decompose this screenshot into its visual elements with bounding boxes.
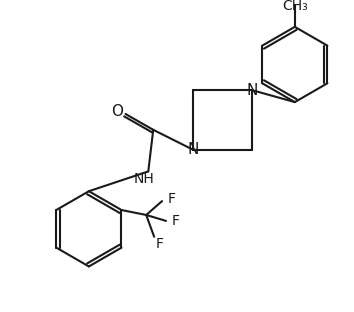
Text: O: O	[112, 104, 124, 119]
Text: F: F	[168, 192, 176, 206]
Text: N: N	[187, 142, 199, 157]
Text: NH: NH	[134, 172, 155, 186]
Text: N: N	[247, 83, 258, 98]
Text: F: F	[156, 237, 164, 251]
Text: F: F	[172, 214, 180, 228]
Text: CH₃: CH₃	[282, 0, 308, 13]
